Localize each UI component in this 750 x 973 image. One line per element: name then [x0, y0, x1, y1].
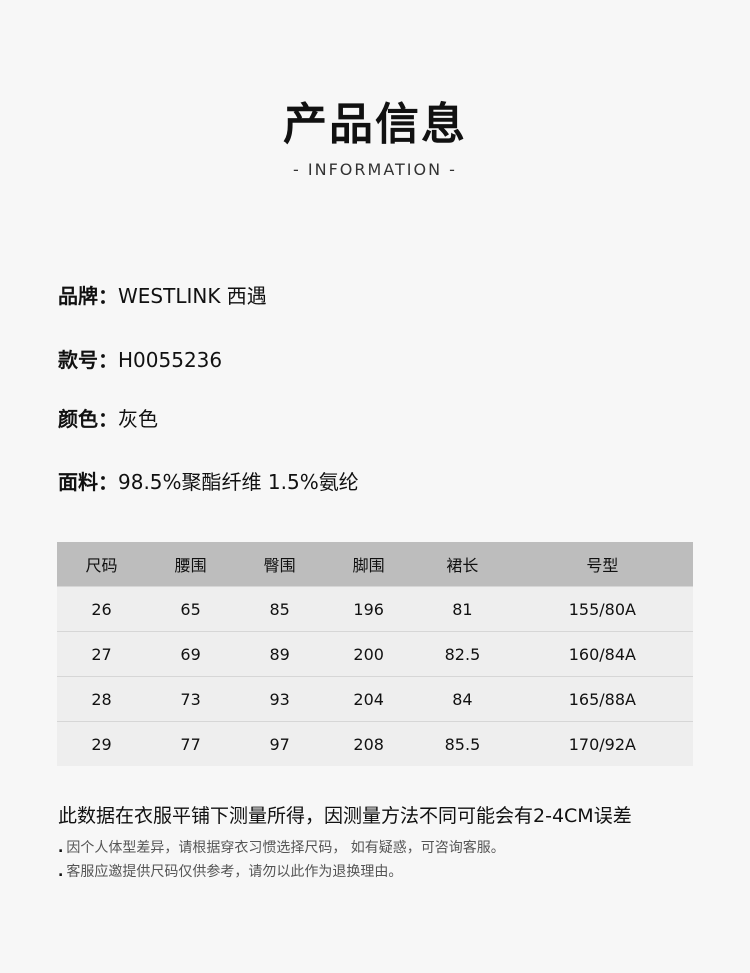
- measurement-note: 此数据在衣服平铺下测量所得，因测量方法不同可能会有2-4CM误差: [58, 805, 632, 827]
- column-header: 裙长: [413, 542, 512, 587]
- table-cell: 84: [413, 676, 512, 722]
- info-fabric: 面料：98.5%聚酯纤维 1.5%氨纶: [58, 466, 359, 495]
- table-cell: 29: [57, 721, 147, 766]
- table-cell: 27: [57, 631, 147, 677]
- table-cell: 82.5: [413, 631, 512, 677]
- column-header: 臀围: [235, 542, 325, 587]
- info-label: 品牌：: [58, 284, 118, 308]
- column-header: 尺码: [57, 542, 147, 587]
- table-cell: 77: [146, 721, 236, 766]
- table-cell: 85: [235, 586, 325, 632]
- info-value: 98.5%聚酯纤维 1.5%氨纶: [118, 470, 359, 494]
- column-header: 脚围: [324, 542, 414, 587]
- page-title: 产品信息: [283, 99, 467, 150]
- table-cell: 85.5: [413, 721, 512, 766]
- table-cell: 204: [324, 676, 414, 722]
- table-cell: 208: [324, 721, 414, 766]
- column-header: 号型: [511, 542, 693, 587]
- table-cell: 26: [57, 586, 147, 632]
- table-row: 26 65 85 196 81 155/80A: [57, 586, 693, 632]
- table-cell: 81: [413, 586, 512, 632]
- note-item: . 因个人体型差异，请根据穿衣习惯选择尺码， 如有疑惑，可咨询客服。: [58, 837, 505, 857]
- table-cell: 170/92A: [511, 721, 693, 766]
- info-value: H0055236: [118, 348, 223, 372]
- note-item: . 客服应邀提供尺码仅供参考，请勿以此作为退换理由。: [58, 861, 402, 881]
- table-cell: 89: [235, 631, 325, 677]
- table-cell: 28: [57, 676, 147, 722]
- table-cell: 160/84A: [511, 631, 693, 677]
- bullet-icon: .: [58, 864, 64, 880]
- info-label: 款号：: [58, 348, 118, 372]
- size-table: 尺码 腰围 臀围 脚围 裙长 号型 26 65 85 196 81 155/80A 27 69 89 200…: [57, 542, 693, 766]
- bullet-icon: .: [58, 840, 64, 856]
- table-cell: 196: [324, 586, 414, 632]
- table-cell: 97: [235, 721, 325, 766]
- table-cell: 155/80A: [511, 586, 693, 632]
- table-header-row: 尺码 腰围 臀围 脚围 裙长 号型: [57, 542, 693, 587]
- page-subtitle: - INFORMATION -: [293, 160, 457, 179]
- table-row: 27 69 89 200 82.5 160/84A: [57, 631, 693, 677]
- info-label: 颜色：: [58, 407, 118, 431]
- info-value: 灰色: [118, 407, 158, 431]
- table-cell: 93: [235, 676, 325, 722]
- table-cell: 65: [146, 586, 236, 632]
- info-brand: 品牌：WESTLINK 西遇: [58, 280, 267, 309]
- info-color: 颜色：灰色: [58, 403, 158, 432]
- table-row: 28 73 93 204 84 165/88A: [57, 676, 693, 722]
- info-value: WESTLINK 西遇: [118, 284, 267, 308]
- note-text: 因个人体型差异，请根据穿衣习惯选择尺码， 如有疑惑，可咨询客服。: [66, 840, 505, 856]
- info-label: 面料：: [58, 470, 118, 494]
- table-cell: 200: [324, 631, 414, 677]
- table-cell: 73: [146, 676, 236, 722]
- table-cell: 69: [146, 631, 236, 677]
- info-style-number: 款号：H0055236: [58, 344, 222, 373]
- note-text: 客服应邀提供尺码仅供参考，请勿以此作为退换理由。: [66, 864, 403, 880]
- table-row: 29 77 97 208 85.5 170/92A: [57, 721, 693, 766]
- column-header: 腰围: [146, 542, 236, 587]
- table-cell: 165/88A: [511, 676, 693, 722]
